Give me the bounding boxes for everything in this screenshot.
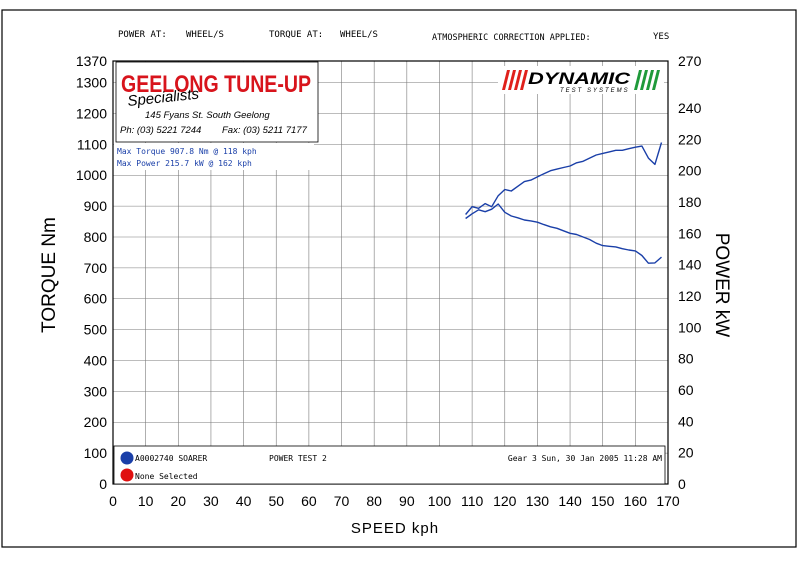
y2-axis-label: POWER kW	[711, 233, 732, 338]
x-tick-label: 30	[203, 493, 219, 509]
test-meta: Gear 3 Sun, 30 Jan 2005 11:28 AM	[508, 454, 662, 463]
dynamic-logo: DYNAMIC TEST SYSTEMS	[498, 66, 664, 94]
y2-tick-label: 40	[678, 413, 694, 429]
y-tick-label: 400	[84, 352, 108, 368]
x-tick-label: 120	[493, 493, 517, 509]
atmo-label: ATMOSPHERIC CORRECTION APPLIED:	[432, 33, 591, 43]
y-tick-label: 600	[84, 291, 108, 307]
brand-stripe-green	[646, 70, 654, 90]
power-at-value: WHEEL/S	[186, 30, 224, 40]
x-tick-label: 160	[624, 493, 648, 509]
x-tick-label: 110	[461, 493, 484, 509]
torque-line	[465, 203, 662, 264]
y-tick-label: 900	[84, 198, 108, 214]
y2-tick-label: 200	[678, 163, 702, 179]
x-tick-label: 80	[366, 493, 382, 509]
y2-tick-label: 120	[678, 288, 702, 304]
shop-fax: Fax: (03) 5211 7177	[222, 125, 308, 136]
x-tick-label: 90	[399, 493, 415, 509]
y2-tick-label: 160	[678, 225, 702, 241]
y2-tick-label: 20	[678, 445, 694, 461]
y-tick-label: 800	[84, 229, 108, 245]
max-info-box	[114, 143, 314, 170]
shop-name: GEELONG TUNE-UP	[121, 71, 311, 98]
y-tick-label: 1200	[76, 105, 107, 121]
brand-stripes-red	[502, 70, 528, 90]
torque-at-value: WHEEL/S	[340, 30, 378, 40]
y2-tick-label: 60	[678, 382, 694, 398]
test-name: POWER TEST 2	[269, 454, 327, 463]
torque-at-label: TORQUE AT:	[269, 30, 323, 40]
x-tick-label: 70	[334, 493, 350, 509]
y-tick-label: 1000	[76, 167, 107, 183]
brand-stripe-green	[634, 70, 642, 90]
chart-series	[465, 142, 663, 264]
max-power-text: Max Power 215.7 kW @ 162 kph	[117, 159, 252, 168]
power-at-label: POWER AT:	[118, 30, 167, 40]
x-tick-label: 170	[656, 493, 680, 509]
x-tick-label: 130	[526, 493, 550, 509]
power-line	[465, 142, 663, 215]
brand-stripe-green	[640, 70, 648, 90]
x-tick-label: 100	[428, 493, 452, 509]
shop-address: 145 Fyans St. South Geelong	[145, 110, 270, 121]
y2-tick-label: 220	[678, 131, 702, 147]
y-tick-label: 1100	[77, 136, 107, 152]
y-tick-label: 1300	[76, 75, 107, 91]
y-tick-label: 700	[84, 260, 108, 276]
run2-name: None Selected	[135, 472, 198, 481]
y2-tick-label: 240	[678, 100, 702, 116]
x-tick-label: 20	[171, 493, 187, 509]
y-axis-label: TORQUE Nm	[39, 217, 60, 333]
x-tick-label: 150	[591, 493, 615, 509]
brand-name: DYNAMIC	[528, 69, 631, 88]
max-torque-text: Max Torque 907.8 Nm @ 118 kph	[117, 147, 257, 156]
brand-stripe-red	[514, 70, 522, 90]
y2-tick-label: 180	[678, 194, 702, 210]
brand-stripe-green	[652, 70, 660, 90]
brand-stripe-red	[520, 70, 528, 90]
brand-stripe-red	[502, 70, 510, 90]
x-tick-label: 50	[268, 493, 284, 509]
brand-stripes-green	[634, 70, 660, 90]
y-tick-label: 1370	[76, 53, 107, 69]
run2-marker	[120, 468, 134, 482]
y-tick-label: 0	[99, 476, 107, 492]
x-tick-label: 60	[301, 493, 317, 509]
atmo-value: YES	[653, 32, 669, 42]
legend-box: A0002740 SOARER None Selected POWER TEST…	[113, 445, 666, 485]
y-axis-ticks: 0 100 200 300 400 500 600 700 800 900 1000 1100 1200…	[76, 53, 107, 492]
y-tick-label: 200	[84, 414, 108, 430]
y-tick-label: 100	[84, 445, 108, 461]
y-tick-label: 500	[84, 322, 108, 338]
x-axis-ticks: 0 10 20 30 40 50 60 70 80 90 100 110 120 130 140 150 160…	[109, 493, 680, 509]
x-tick-label: 0	[109, 493, 117, 509]
y2-tick-label: 0	[678, 476, 686, 492]
brand-stripe-red	[508, 70, 516, 90]
y-tick-label: 300	[84, 383, 108, 399]
shop-logo-box	[115, 61, 319, 143]
header: POWER AT: WHEEL/S TORQUE AT: WHEEL/S ATM…	[118, 30, 669, 43]
y2-tick-label: 270	[678, 53, 702, 69]
run1-name: A0002740 SOARER	[135, 454, 207, 463]
shop-phone: Ph: (03) 5221 7244	[120, 125, 201, 136]
y2-tick-label: 140	[678, 257, 702, 273]
shop-logo: GEELONG TUNE-UP Specialists 145 Fyans St…	[115, 61, 319, 143]
legend-box-bg	[113, 445, 666, 485]
y2-tick-label: 80	[678, 351, 694, 367]
run1-marker	[120, 451, 134, 465]
y2-tick-label: 100	[678, 319, 702, 335]
brand-subtitle: TEST SYSTEMS	[560, 88, 630, 94]
y2-axis-ticks: 0 20 40 60 80 100 120 140 160 180 200 220 240 270	[678, 53, 702, 492]
x-tick-label: 10	[138, 493, 154, 509]
x-axis-label: SPEED kph	[351, 520, 439, 537]
x-tick-label: 40	[236, 493, 252, 509]
x-tick-label: 140	[558, 493, 582, 509]
